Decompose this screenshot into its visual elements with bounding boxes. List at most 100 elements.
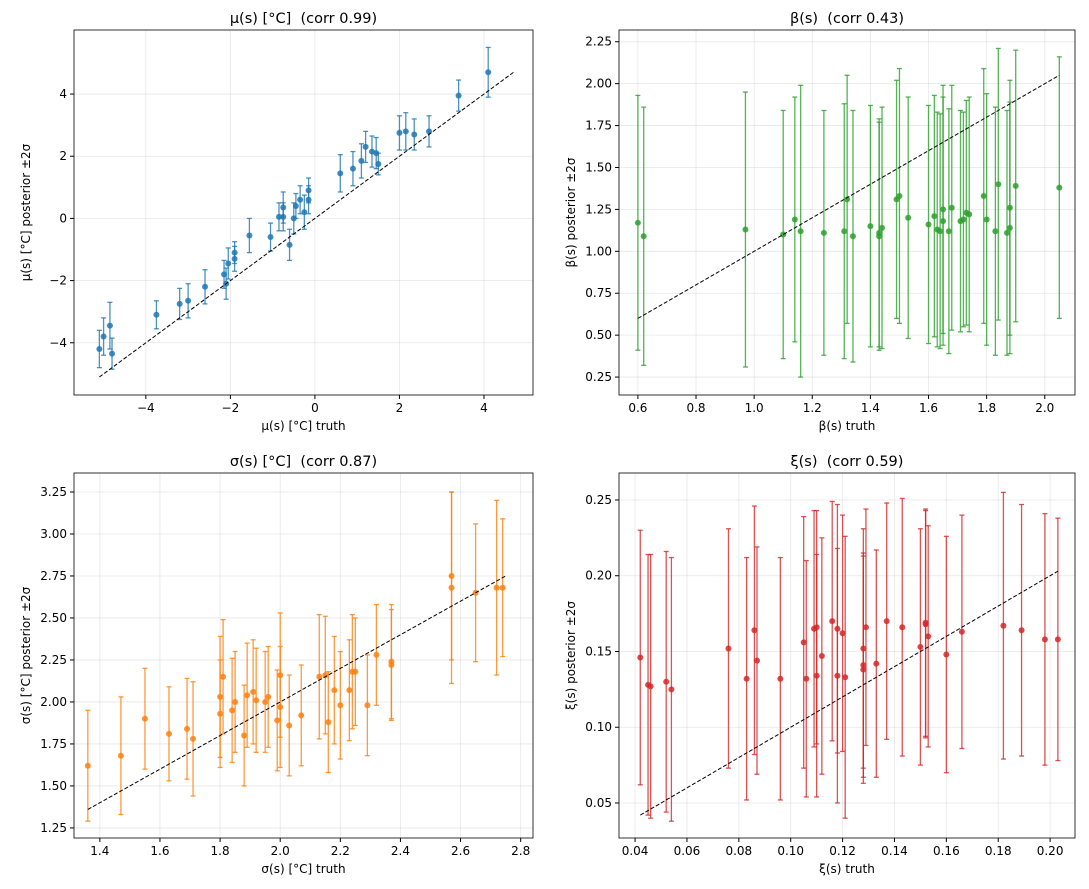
point (448, 572, 455, 579)
x-axis-label: σ(s) [°C] truth (261, 862, 345, 876)
y-tick-label: 0.25 (585, 370, 612, 384)
point (931, 213, 938, 220)
point (1006, 204, 1013, 211)
point (945, 228, 952, 235)
point (862, 624, 869, 631)
point (265, 693, 272, 700)
point (165, 730, 172, 737)
point (96, 345, 103, 352)
point (153, 311, 160, 318)
point (860, 666, 867, 673)
point (84, 762, 91, 769)
y-tick-label: 1.00 (585, 244, 612, 258)
point (867, 223, 874, 230)
point (820, 229, 827, 236)
point (844, 196, 851, 203)
point (800, 639, 807, 646)
x-tick-label: 2.8 (511, 844, 530, 858)
point (791, 216, 798, 223)
x-tick-label: −4 (137, 401, 155, 415)
point (925, 633, 932, 640)
y-tick-label: 3.00 (40, 527, 67, 541)
x-tick-label: 2.0 (271, 844, 290, 858)
point (1012, 182, 1019, 189)
point (485, 69, 492, 76)
point (899, 624, 906, 631)
axes-frame (618, 29, 1076, 396)
point (217, 693, 224, 700)
point (448, 584, 455, 591)
point (346, 687, 353, 694)
point (940, 218, 947, 225)
point (743, 675, 750, 682)
chart-title: β(s) (corr 0.43) (790, 11, 904, 27)
point (992, 228, 999, 235)
point (960, 216, 967, 223)
point (202, 283, 209, 290)
point (725, 645, 732, 652)
x-tick-label: −2 (222, 401, 240, 415)
point (100, 333, 107, 340)
chart-title: μ(s) [°C] (corr 0.99) (230, 11, 377, 27)
x-tick-label: 2 (396, 401, 404, 415)
point (958, 628, 965, 635)
point (316, 673, 323, 680)
subplot: 0.04 0.06 0.08 0.10 0.12 0.14 0.16 0.18 0.20 0.05… (564, 454, 1076, 876)
point (668, 686, 675, 693)
x-tick-label: 0 (311, 401, 319, 415)
x-tick-label: 4 (480, 401, 488, 415)
point (396, 129, 403, 136)
point (185, 297, 192, 304)
point (663, 678, 670, 685)
point (839, 630, 846, 637)
point (267, 234, 274, 241)
y-tick-label: 2.00 (585, 77, 612, 91)
axes-frame (618, 472, 1076, 839)
y-tick-label: 1.75 (585, 119, 612, 133)
point (231, 249, 238, 256)
point (1003, 229, 1010, 236)
point (253, 697, 260, 704)
point (860, 645, 867, 652)
x-tick-label: 0.12 (829, 844, 856, 858)
point (813, 672, 820, 679)
point (286, 722, 293, 729)
axes-frame (73, 472, 534, 839)
point (286, 241, 293, 248)
y-tick-label: 1.25 (40, 821, 67, 835)
point (373, 651, 380, 658)
point (966, 211, 973, 218)
point (280, 213, 287, 220)
point (849, 233, 856, 240)
y-tick-label: 0.10 (585, 720, 612, 734)
x-tick-label: 0.16 (933, 844, 960, 858)
x-tick-label: 1.6 (919, 401, 938, 415)
point (499, 584, 506, 591)
point (493, 584, 500, 591)
x-tick-label: 1.4 (90, 844, 109, 858)
point (647, 683, 654, 690)
point (337, 170, 344, 177)
y-tick-label: 0.20 (585, 569, 612, 583)
y-tick-label: 0.25 (585, 493, 612, 507)
point (829, 618, 836, 625)
y-tick-label: 2.50 (40, 611, 67, 625)
point (860, 662, 867, 669)
point (352, 668, 359, 675)
y-axis-label: σ(s) [°C] posterior ±2σ (19, 586, 33, 724)
point (280, 204, 287, 211)
point (250, 688, 257, 695)
y-tick-label: 2 (59, 149, 67, 163)
point (231, 255, 238, 262)
point (221, 271, 228, 278)
x-tick-label: 0.14 (881, 844, 908, 858)
x-tick-label: 2.0 (1035, 401, 1054, 415)
point (402, 128, 409, 135)
x-tick-label: 1.4 (861, 401, 880, 415)
point (298, 712, 305, 719)
x-tick-label: 2.6 (451, 844, 470, 858)
x-tick-label: 1.6 (150, 844, 169, 858)
x-tick-label: 1.8 (211, 844, 230, 858)
